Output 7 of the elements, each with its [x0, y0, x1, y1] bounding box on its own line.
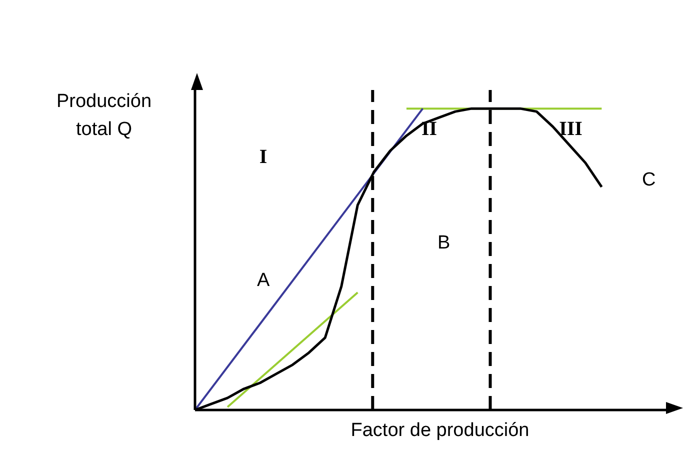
annotation: C — [642, 169, 656, 190]
annotation: B — [438, 232, 450, 254]
x-axis-title: Factor de producción — [350, 420, 530, 442]
annotation: A — [256, 270, 270, 292]
annotation: III — [559, 118, 583, 140]
y-axis-title: Producción total Q — [55, 90, 153, 142]
annotation: I — [259, 146, 268, 168]
